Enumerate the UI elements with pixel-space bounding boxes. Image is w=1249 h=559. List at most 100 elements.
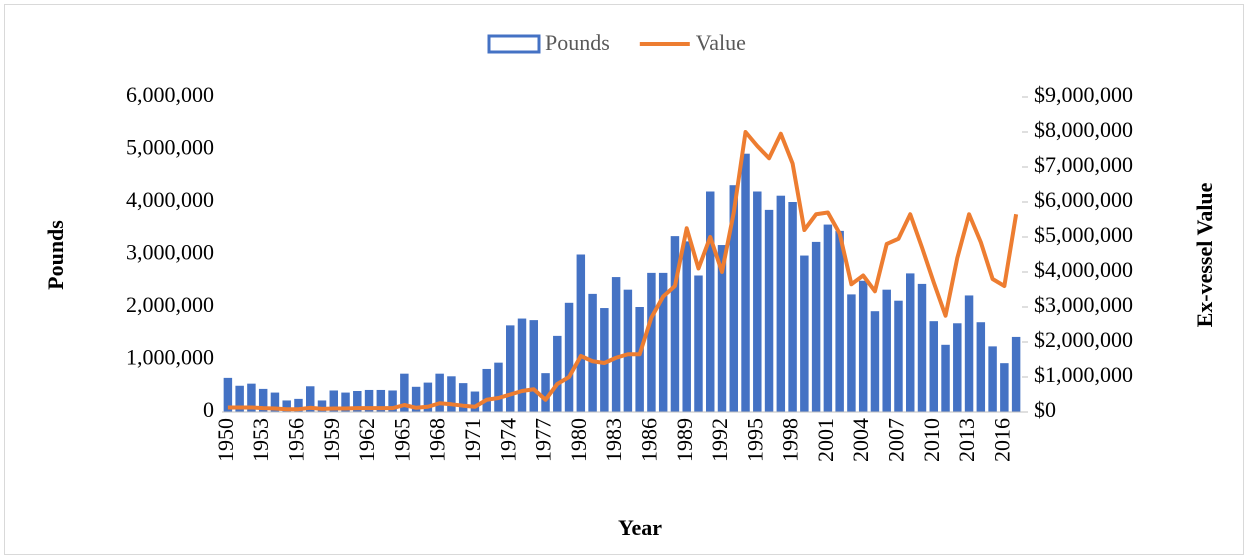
x-tick-label: 1986 (636, 418, 661, 462)
y-tick-label: 0 (203, 397, 214, 422)
bar (941, 344, 950, 412)
bar (376, 389, 386, 412)
x-tick-label: 1965 (389, 418, 414, 462)
bar (764, 209, 774, 412)
bar (564, 302, 574, 412)
y-tick-label: 1,000,000 (126, 345, 214, 370)
line (227, 130, 1019, 412)
bar (682, 241, 691, 412)
y2-tick-label: $3,000,000 (1034, 292, 1133, 317)
x-tick-label: 2001 (813, 418, 838, 462)
bar (929, 321, 938, 412)
bar (1011, 336, 1021, 412)
bar (353, 391, 362, 412)
bar (435, 373, 444, 412)
x-tick-label: 2016 (989, 418, 1014, 462)
x-axis-title: Year (618, 515, 662, 540)
bar (282, 400, 291, 412)
legend-label: Value (696, 30, 746, 55)
bar (611, 277, 621, 412)
bar (635, 307, 644, 412)
bar (600, 308, 609, 412)
bar (517, 318, 527, 412)
bar (329, 390, 338, 412)
bar (753, 191, 762, 412)
x-tick-label: 2010 (919, 418, 944, 462)
bar (306, 386, 315, 412)
legend-label: Pounds (545, 30, 610, 55)
bar (235, 385, 244, 412)
x-tick-label: 1962 (354, 418, 379, 462)
bar (529, 320, 538, 412)
bar (988, 346, 997, 412)
bar (811, 241, 821, 412)
bar (906, 273, 915, 412)
y2-tick-label: $1,000,000 (1034, 362, 1133, 387)
bar (823, 224, 833, 412)
bar (576, 254, 586, 412)
x-tick-label: 1974 (495, 418, 520, 462)
bar (247, 383, 256, 412)
y2-tick-label: $5,000,000 (1034, 222, 1133, 247)
bar (470, 391, 480, 412)
x-tick-label: 1977 (531, 418, 556, 462)
bar (917, 283, 927, 412)
bar (694, 275, 703, 412)
x-tick-label: 1980 (566, 418, 591, 462)
bar (800, 255, 809, 412)
y2-tick-label: $4,000,000 (1034, 257, 1133, 282)
y-tick-label: 4,000,000 (126, 187, 214, 212)
bar (706, 191, 715, 412)
y-tick-label: 6,000,000 (126, 82, 214, 107)
bar (729, 185, 738, 412)
x-tick-label: 1995 (742, 418, 767, 462)
y2-tick-label: $7,000,000 (1034, 152, 1133, 177)
bar (894, 300, 903, 412)
bar (717, 245, 727, 412)
bar (741, 153, 750, 412)
bar (658, 272, 668, 412)
bar (964, 295, 974, 412)
y-tick-label: 2,000,000 (126, 292, 214, 317)
y2-axis-title: Ex-vessel Value (1192, 182, 1217, 327)
y2-tick-label: $8,000,000 (1034, 117, 1133, 142)
bar (458, 383, 468, 412)
bar (788, 202, 797, 412)
bar (553, 335, 562, 412)
bar (623, 289, 633, 412)
bar (953, 323, 962, 412)
bar (847, 294, 856, 412)
x-tick-label: 2007 (884, 418, 909, 462)
y-tick-label: 3,000,000 (126, 240, 214, 265)
x-tick-label: 1992 (707, 418, 732, 462)
bar (776, 195, 786, 412)
bar (858, 280, 868, 412)
bar (447, 376, 456, 412)
bar (506, 325, 515, 412)
x-tick-label: 1983 (601, 418, 626, 462)
x-tick-label: 2004 (848, 418, 873, 462)
bar (223, 377, 233, 412)
bar (294, 398, 303, 412)
y2-tick-label: $6,000,000 (1034, 187, 1133, 212)
bar (482, 368, 491, 412)
bar (882, 289, 891, 412)
y2-tick-label: $0 (1034, 397, 1056, 422)
x-tick-label: 1989 (672, 418, 697, 462)
x-tick-label: 1998 (778, 418, 803, 462)
y-axis-title: Pounds (43, 220, 68, 290)
bar (588, 293, 597, 412)
x-tick-label: 1971 (460, 418, 485, 462)
chart-frame (4, 4, 1244, 555)
bar (388, 390, 397, 412)
x-tick-label: 1959 (319, 418, 344, 462)
legend-swatch (487, 34, 541, 54)
bar (341, 392, 350, 412)
bar (411, 386, 421, 412)
bar (541, 373, 550, 412)
x-tick-label: 1956 (284, 418, 309, 462)
bar (270, 392, 280, 412)
x-tick-label: 1953 (248, 418, 273, 462)
x-tick-label: 1968 (425, 418, 450, 462)
